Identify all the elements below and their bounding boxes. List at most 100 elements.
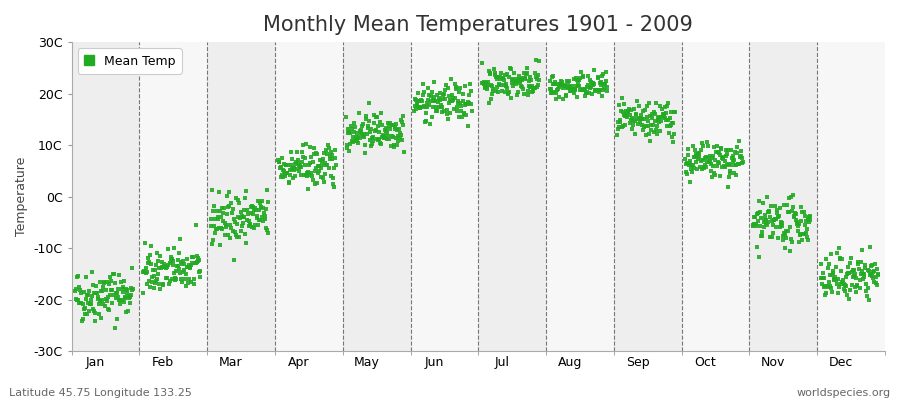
Point: [719, 161, 733, 168]
Point: [702, 158, 716, 164]
Point: [247, 206, 261, 213]
Point: [504, 77, 518, 84]
Point: [258, 206, 273, 213]
Point: [148, 262, 163, 268]
Point: [597, 85, 611, 92]
Point: [177, 267, 192, 273]
Point: [142, 252, 157, 258]
Point: [282, 180, 296, 186]
Point: [508, 81, 523, 88]
Point: [260, 227, 274, 233]
Point: [374, 140, 389, 147]
Point: [110, 316, 124, 322]
Point: [99, 279, 113, 285]
Point: [589, 87, 603, 93]
Bar: [681, 42, 750, 351]
Point: [374, 110, 388, 116]
Point: [522, 78, 536, 84]
Point: [859, 262, 873, 268]
Point: [552, 94, 566, 100]
Point: [498, 72, 512, 78]
Point: [221, 188, 236, 195]
Point: [417, 89, 431, 96]
Point: [124, 265, 139, 272]
Point: [529, 74, 544, 80]
Point: [73, 286, 87, 293]
Point: [708, 156, 723, 163]
Point: [832, 256, 847, 262]
Point: [326, 175, 340, 181]
Point: [762, 214, 777, 220]
Point: [458, 83, 473, 89]
Point: [422, 92, 436, 99]
Point: [793, 232, 807, 238]
Point: [368, 114, 382, 120]
Point: [580, 84, 595, 90]
Point: [162, 280, 176, 287]
Point: [428, 104, 443, 110]
Point: [728, 162, 742, 168]
Point: [158, 263, 173, 270]
Point: [170, 263, 184, 270]
Point: [590, 87, 604, 93]
Point: [383, 142, 398, 149]
Point: [486, 88, 500, 94]
Point: [634, 116, 649, 122]
Point: [788, 213, 802, 220]
Point: [862, 244, 877, 250]
Point: [185, 254, 200, 260]
Point: [506, 83, 520, 89]
Point: [754, 214, 769, 221]
Point: [354, 126, 368, 133]
Point: [249, 215, 264, 221]
Point: [820, 283, 834, 290]
Point: [225, 206, 239, 212]
Point: [724, 147, 738, 153]
Point: [584, 91, 598, 97]
Point: [111, 293, 125, 300]
Point: [796, 230, 811, 237]
Point: [797, 222, 812, 228]
Point: [752, 198, 767, 204]
Point: [857, 274, 871, 280]
Point: [550, 85, 564, 92]
Point: [657, 110, 671, 117]
Point: [584, 79, 598, 85]
Point: [832, 245, 846, 252]
Point: [570, 94, 584, 100]
Point: [238, 231, 253, 237]
Point: [220, 210, 234, 217]
Point: [550, 86, 564, 93]
Point: [828, 276, 842, 283]
Point: [411, 98, 426, 104]
Point: [372, 129, 386, 136]
Point: [217, 205, 231, 211]
Point: [825, 272, 840, 278]
Point: [230, 234, 244, 240]
Point: [273, 165, 287, 172]
Point: [633, 118, 647, 125]
Point: [507, 79, 521, 85]
Point: [323, 148, 338, 155]
Point: [138, 240, 152, 246]
Point: [572, 87, 587, 94]
Point: [301, 186, 315, 192]
Point: [102, 307, 116, 313]
Point: [577, 86, 591, 93]
Point: [517, 91, 531, 98]
Point: [544, 86, 558, 92]
Point: [480, 85, 494, 92]
Point: [595, 72, 609, 79]
Point: [464, 100, 478, 107]
Point: [500, 83, 514, 89]
Point: [515, 77, 529, 83]
Point: [678, 156, 692, 162]
Point: [802, 214, 816, 220]
Point: [86, 306, 100, 312]
Point: [308, 168, 322, 174]
Point: [307, 151, 321, 158]
Point: [832, 284, 847, 290]
Point: [493, 76, 508, 82]
Point: [412, 104, 427, 111]
Point: [824, 288, 839, 295]
